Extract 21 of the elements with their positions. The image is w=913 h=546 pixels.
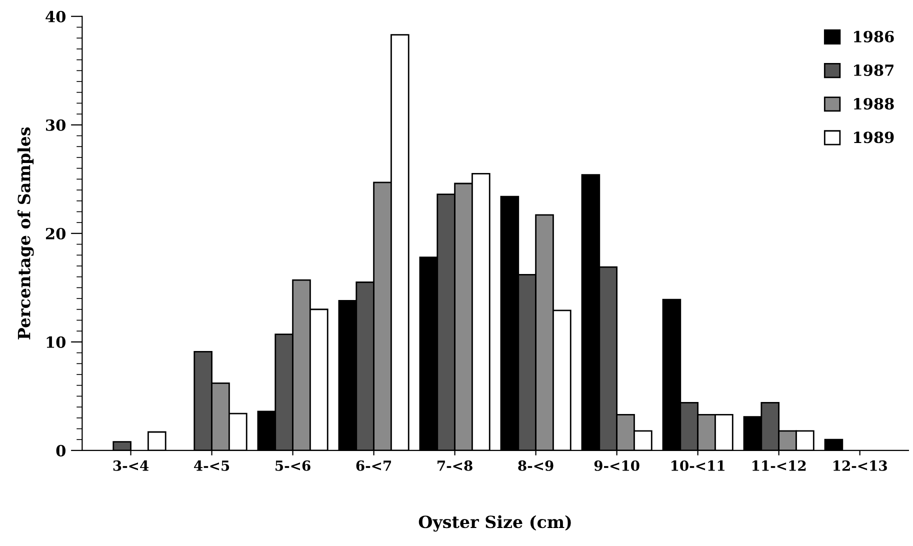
y-tick-label: 0 [56,444,66,456]
legend-label: 1987 [854,64,894,76]
y-tick-label: 20 [46,228,66,240]
x-tick-label: 7-<8 [438,460,472,471]
x-tick-label: 9-<10 [594,460,640,471]
x-tick-label: 11-<12 [752,460,806,471]
x-tick-label: 8-<9 [518,460,554,471]
x-tick-label: 5-<6 [276,460,310,471]
x-tick-label: 3-<4 [113,460,149,471]
x-axis-title: Oyster Size (cm) [418,515,571,532]
legend-label: 1989 [854,132,894,144]
y-axis-title: Percentage of Samples [17,127,34,340]
x-tick-label: 4-<5 [194,460,230,471]
legend-label: 1988 [854,98,894,110]
x-tick-label: 6-<7 [356,460,392,471]
x-tick-label: 10-<11 [671,460,724,471]
y-tick-label: 30 [46,119,66,131]
y-tick-label: 40 [46,10,66,22]
legend-label: 1986 [854,30,894,42]
x-tick-label: 12-<13 [834,460,887,471]
y-tick-label: 10 [46,336,66,348]
